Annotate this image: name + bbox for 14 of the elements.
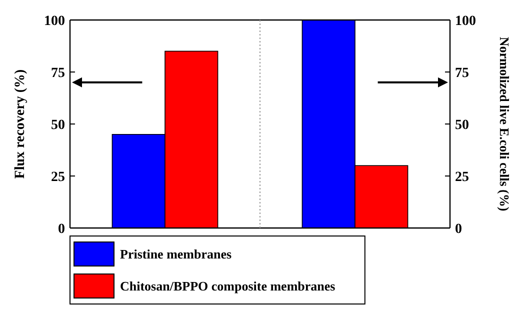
y-tick-label: 25: [455, 170, 469, 185]
legend-label: Chitosan/BPPO composite membranes: [120, 278, 336, 294]
y-tick-label: 50: [51, 118, 65, 133]
y-tick-label: 0: [455, 222, 462, 237]
y-tick-label: 100: [455, 14, 476, 29]
y-axis-title: Normolized live E.coli cells (%): [497, 36, 512, 212]
y-tick-label: 75: [51, 66, 65, 81]
y-tick-label: 75: [455, 66, 469, 81]
y-axis-title: Flux recovery (%): [13, 68, 28, 179]
y-tick-label: 100: [44, 14, 65, 29]
legend-label: Pristine membranes: [120, 246, 232, 262]
y-tick-label: 50: [455, 118, 469, 133]
y-tick-label: 25: [51, 170, 65, 185]
y-tick-label: 0: [58, 222, 65, 237]
